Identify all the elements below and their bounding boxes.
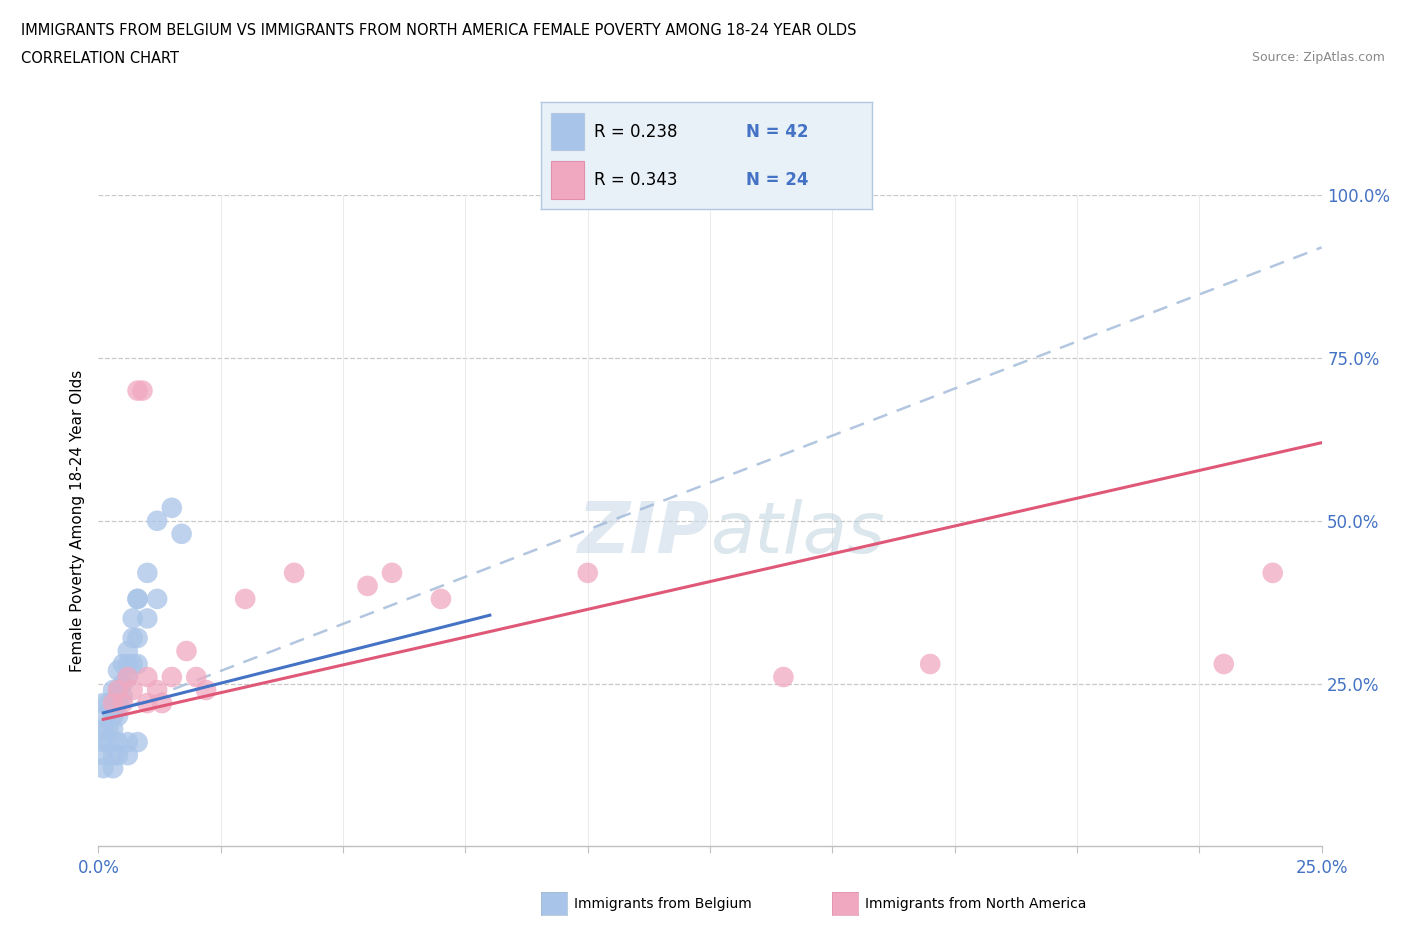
Point	[101, 696, 124, 711]
Text: Immigrants from North America: Immigrants from North America	[865, 897, 1085, 911]
Point	[233, 591, 256, 606]
Point	[127, 735, 149, 750]
Text: Source: ZipAtlas.com: Source: ZipAtlas.com	[1251, 51, 1385, 64]
Point	[101, 709, 124, 724]
Point	[101, 761, 124, 776]
FancyBboxPatch shape	[551, 113, 585, 151]
Text: ZIP: ZIP	[578, 499, 710, 568]
Point	[127, 383, 149, 398]
Point	[101, 722, 124, 737]
Point	[91, 748, 114, 763]
Point	[430, 591, 453, 606]
Point	[107, 735, 129, 750]
Point	[170, 526, 193, 541]
Point	[381, 565, 404, 580]
Point	[160, 670, 183, 684]
Point	[91, 761, 114, 776]
Point	[920, 657, 942, 671]
Point	[117, 670, 139, 684]
Point	[107, 748, 129, 763]
Text: N = 24: N = 24	[747, 171, 808, 189]
Point	[91, 722, 114, 737]
Text: CORRELATION CHART: CORRELATION CHART	[21, 51, 179, 66]
Point	[136, 565, 159, 580]
Point	[131, 383, 153, 398]
Point	[101, 683, 124, 698]
Point	[91, 696, 114, 711]
Point	[1261, 565, 1284, 580]
Point	[107, 696, 129, 711]
Point	[150, 696, 173, 711]
Point	[111, 689, 134, 704]
Point	[186, 670, 208, 684]
Point	[107, 683, 129, 698]
Point	[117, 748, 139, 763]
Point	[107, 663, 129, 678]
Point	[160, 500, 183, 515]
Text: R = 0.238: R = 0.238	[595, 123, 678, 140]
Y-axis label: Female Poverty Among 18-24 Year Olds: Female Poverty Among 18-24 Year Olds	[69, 370, 84, 672]
Point	[101, 748, 124, 763]
Point	[146, 513, 169, 528]
Point	[146, 591, 169, 606]
Text: IMMIGRANTS FROM BELGIUM VS IMMIGRANTS FROM NORTH AMERICA FEMALE POVERTY AMONG 18: IMMIGRANTS FROM BELGIUM VS IMMIGRANTS FR…	[21, 23, 856, 38]
Point	[121, 631, 143, 645]
Point	[772, 670, 794, 684]
Text: N = 42: N = 42	[747, 123, 808, 140]
Point	[111, 657, 134, 671]
Point	[97, 735, 120, 750]
Point	[117, 657, 139, 671]
Point	[97, 722, 120, 737]
Point	[97, 696, 120, 711]
Point	[111, 696, 134, 711]
Point	[146, 683, 169, 698]
Point	[107, 683, 129, 698]
Point	[176, 644, 198, 658]
Point	[127, 591, 149, 606]
Point	[121, 657, 143, 671]
Point	[91, 735, 114, 750]
Point	[127, 657, 149, 671]
Point	[136, 670, 159, 684]
Point	[121, 683, 143, 698]
Point	[576, 565, 599, 580]
Point	[117, 644, 139, 658]
Point	[121, 611, 143, 626]
Point	[117, 670, 139, 684]
Point	[283, 565, 305, 580]
Point	[136, 696, 159, 711]
Point	[107, 709, 129, 724]
Point	[117, 735, 139, 750]
Text: R = 0.343: R = 0.343	[595, 171, 678, 189]
Point	[1212, 657, 1234, 671]
Point	[127, 591, 149, 606]
Text: Immigrants from Belgium: Immigrants from Belgium	[574, 897, 751, 911]
Point	[91, 709, 114, 724]
Point	[111, 676, 134, 691]
Point	[136, 611, 159, 626]
Point	[101, 696, 124, 711]
Text: atlas: atlas	[710, 499, 884, 568]
Point	[356, 578, 378, 593]
FancyBboxPatch shape	[551, 161, 585, 199]
Point	[127, 631, 149, 645]
Point	[195, 683, 218, 698]
